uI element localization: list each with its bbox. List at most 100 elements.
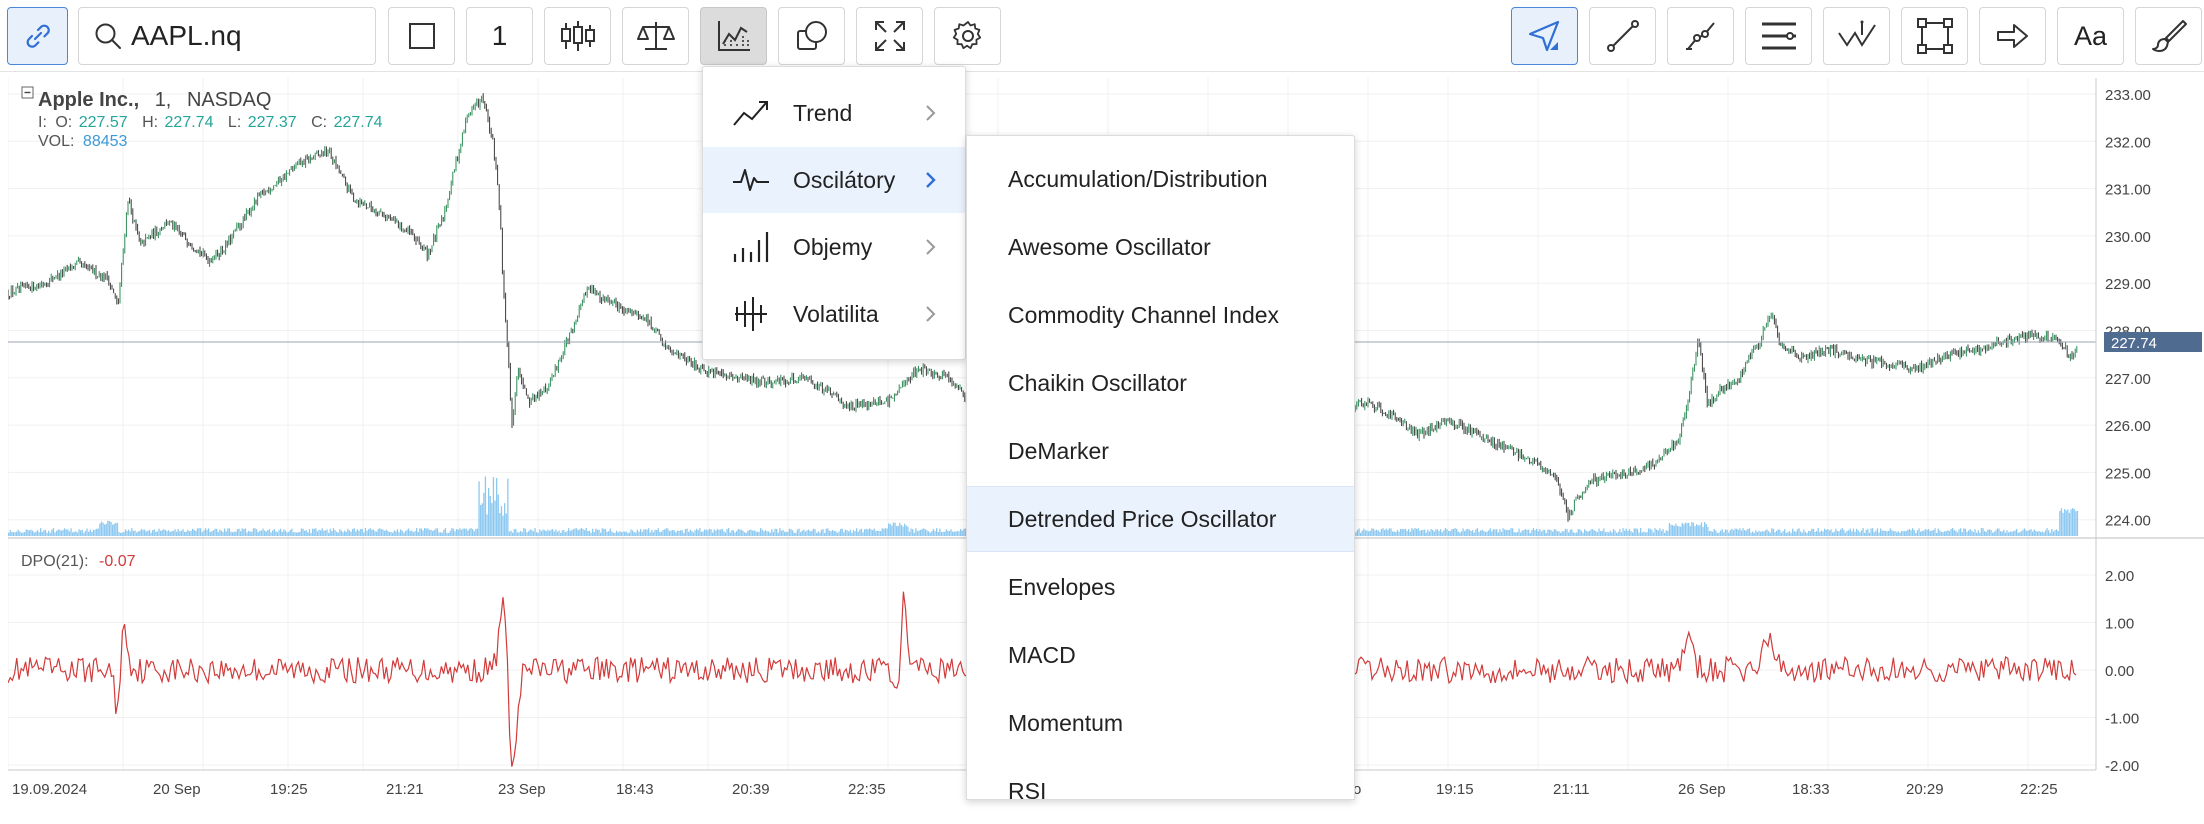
fullscreen-button[interactable] [856,7,923,65]
volume-bar [1992,532,1994,536]
volume-bar [337,532,339,536]
volume-bar [475,528,477,536]
symbol-input[interactable] [131,20,351,52]
indicator-tick: 1.00 [2105,616,2134,633]
volume-bar [185,531,187,536]
menu-item-awesome-oscillator[interactable]: Awesome Oscillator [1008,233,1211,260]
menu-item-oscillators[interactable]: Oscilátory [703,147,965,213]
polyline-button[interactable] [1667,7,1734,65]
volume-bar [300,528,303,536]
volume-bar [856,528,858,536]
volume-bar [230,531,232,536]
menu-item-momentum[interactable]: Momentum [1008,709,1124,736]
volume-bar [910,528,912,536]
price-tick: 231.00 [2105,182,2151,199]
volume-bar [1963,528,1965,536]
volume-bar [564,532,567,536]
pattern-button[interactable] [1823,7,1890,65]
trend-line-button[interactable] [1589,7,1656,65]
volume-bar [912,529,914,536]
volume-bar [1883,530,1885,536]
volume-bar [1952,528,1954,536]
volume-bar [331,530,333,536]
menu-item-envelopes[interactable]: Envelopes [1008,573,1116,600]
volume-bar [859,529,861,536]
volume-bar [1984,531,1986,536]
volume-bar [200,528,202,536]
time-tick: 26 Sep [1678,781,1726,798]
drawing-cursor-button[interactable] [1511,7,1578,65]
volume-bar [1766,529,1768,536]
interval-button[interactable]: 1 [466,7,533,65]
menu-item-accumulation-distribution[interactable]: Accumulation/Distribution [1008,165,1268,192]
menu-item-macd[interactable]: MACD [1008,641,1076,668]
volume-bar [166,531,168,536]
volume-bar [955,531,957,536]
volume-bar [760,528,762,536]
menu-item-volatility[interactable]: Volatilita [703,281,965,347]
menu-item-detrended-price-oscillator[interactable]: Detrended Price Oscillator [967,486,1354,552]
menu-item-chaikin-oscillator[interactable]: Chaikin Oscillator [1008,369,1187,396]
volume-bar [52,528,55,536]
menu-item-demarker[interactable]: DeMarker [1008,437,1109,464]
volume-bar [915,528,917,536]
volume-bar [174,529,176,536]
shapes-button[interactable] [778,7,845,65]
volume-bar [312,528,314,536]
volume-bar [2048,530,2050,536]
link-button[interactable] [7,7,68,65]
compare-button[interactable] [622,7,689,65]
legend-close-value: 227.74 [334,114,383,131]
brush-button[interactable] [2135,7,2202,65]
volume-bar [1433,531,1435,536]
volume-bar [116,522,119,536]
volume-bar [697,530,699,536]
volume-bar [347,528,349,536]
volume-bar [694,530,696,536]
volume-bar [936,528,938,536]
volume-bar [104,524,106,536]
volume-bar [620,532,623,536]
volume-bar [1523,530,1525,536]
volume-bar [904,523,906,536]
volume-bar [473,531,475,536]
volume-bar [2012,531,2015,536]
chart-type-button[interactable] [388,7,455,65]
volume-bar [2036,531,2039,536]
menu-item-commodity-channel-index[interactable]: Commodity Channel Index [1008,301,1280,328]
volume-bar [422,530,424,536]
volume-bar [120,532,122,536]
fib-lines-button[interactable] [1745,7,1812,65]
volume-bar [934,531,936,536]
volume-bar [803,529,805,536]
symbol-search[interactable] [78,7,376,65]
volume-bar [636,529,639,536]
volume-bar [1564,528,1567,536]
volume-bar [1419,530,1421,536]
volume-bar [1622,528,1624,536]
volume-bar [1993,531,1995,536]
volume-bar [1726,529,1728,536]
volume-bar [806,530,808,536]
menu-item-rsi[interactable]: RSI [1008,777,1047,804]
volume-bar [1803,529,1805,536]
menu-item-volumes[interactable]: Objemy [703,214,965,280]
volume-bar [457,529,459,536]
volume-bar [356,529,359,536]
volume-bar [1516,532,1519,536]
indicator-tick: 2.00 [2105,568,2134,585]
volume-bar [1718,532,1720,536]
volume-bar [1787,532,1789,536]
indicators-button[interactable] [700,7,767,65]
rectangle-button[interactable] [1901,7,1968,65]
volume-bar [163,529,165,536]
volume-bar [2041,531,2043,536]
text-tool-button[interactable]: Aa [2057,7,2124,65]
menu-item-trend[interactable]: Trend [703,80,965,146]
volume-bar [142,529,144,536]
arrow-button[interactable] [1979,7,2046,65]
volume-bar [1699,525,1701,536]
settings-button[interactable] [934,7,1001,65]
volume-bar [729,532,731,536]
candles-button[interactable] [544,7,611,65]
